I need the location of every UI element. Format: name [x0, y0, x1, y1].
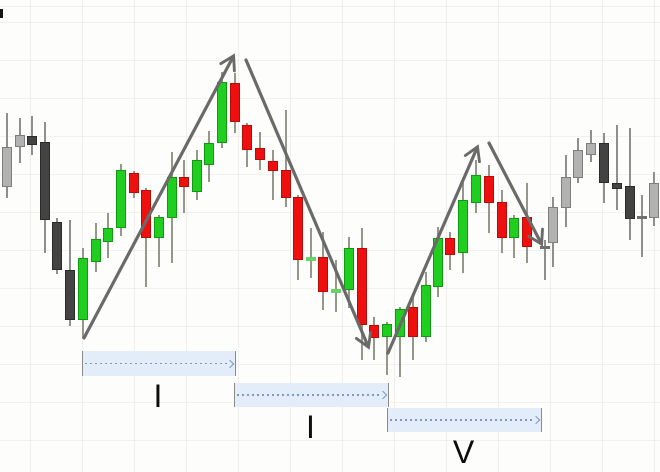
candle-body [281, 170, 291, 198]
candle-body [2, 147, 12, 187]
trend-arrow-down[interactable] [487, 141, 544, 247]
candle-body [445, 238, 455, 255]
measure-range-2[interactable] [234, 383, 389, 407]
candle-body [52, 222, 62, 270]
candle-body [78, 258, 88, 320]
candle-body [27, 136, 37, 145]
candle-body [293, 197, 303, 260]
candle-body [586, 143, 596, 155]
candle-wick [285, 110, 287, 207]
candle-body [382, 324, 392, 337]
candle-wick [272, 150, 274, 200]
candle-body [268, 161, 278, 171]
candle-wick [158, 215, 160, 267]
range-dotted-arrow [85, 362, 228, 365]
candle-body [421, 285, 431, 337]
candle-body [242, 125, 252, 150]
candle-body [318, 257, 328, 292]
candle-wick [544, 240, 546, 280]
candle-wick [335, 260, 337, 312]
range-dotted-arrow [390, 419, 534, 421]
candle-body [255, 148, 265, 160]
candle-body [40, 142, 50, 220]
candle-body [357, 248, 367, 325]
candle-body [230, 83, 240, 122]
candle-body [408, 307, 418, 337]
screen-edge-artifact [0, 9, 3, 18]
trend-arrow-up[interactable] [386, 144, 481, 355]
trend-arrow-up[interactable] [82, 53, 236, 340]
candle-body [167, 177, 177, 218]
candle-body [458, 200, 468, 253]
candle-wick [386, 322, 388, 375]
candle-body [540, 246, 550, 249]
wave-label-3[interactable]: V [452, 434, 475, 470]
measure-range-1[interactable] [82, 351, 236, 376]
candle-body [484, 176, 494, 203]
candle-body [217, 82, 227, 143]
candle-body [649, 183, 659, 218]
measure-range-3[interactable] [387, 408, 542, 432]
candle-body [344, 248, 354, 290]
candle-body [15, 135, 25, 147]
candle-body [599, 143, 609, 183]
candle-wick [641, 195, 643, 257]
candle-body [471, 175, 481, 203]
candle-body [204, 143, 214, 165]
candle-body [612, 183, 622, 189]
candle-wick [31, 116, 33, 155]
candle-wick [629, 128, 631, 240]
candle-body [91, 239, 101, 262]
candle-body [625, 186, 635, 219]
candle-wick [310, 228, 312, 278]
candle-body [103, 228, 113, 242]
candle-body [331, 289, 341, 293]
candle-body [509, 218, 519, 238]
range-dotted-arrow [237, 394, 381, 396]
candle-wick [373, 317, 375, 360]
candle-body [154, 217, 164, 238]
candle-body [637, 216, 647, 219]
candle-body [129, 173, 139, 193]
candle-body [192, 160, 202, 192]
candle-body [306, 257, 316, 261]
candle-body [116, 170, 126, 228]
candle-body [561, 177, 571, 208]
candle-body [179, 177, 189, 187]
candle-wick [399, 307, 401, 377]
candle-body [573, 150, 583, 178]
candle-body [548, 207, 558, 243]
trend-arrow-down[interactable] [244, 58, 372, 350]
wave-label-2[interactable]: I [306, 409, 315, 445]
candle-wick [616, 125, 618, 210]
wave-label-1[interactable]: I [153, 378, 163, 414]
candle-body [497, 202, 507, 238]
candle-body [65, 270, 75, 320]
